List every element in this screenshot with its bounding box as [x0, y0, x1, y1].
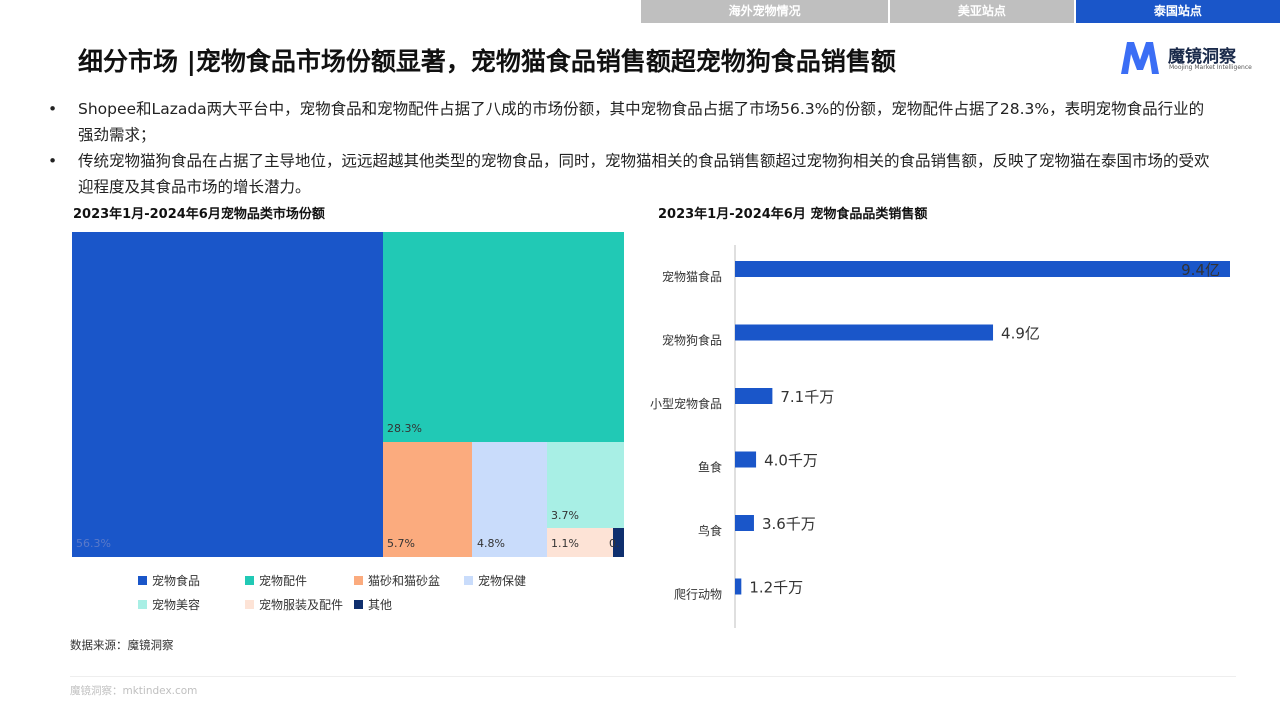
market-share-treemap: 56.3% 28.3% 5.7% 4.8% 3.7% 1.1% 0.: [72, 232, 624, 557]
treemap-value-label: 1.1%: [551, 537, 579, 550]
treemap-value-label: 28.3%: [387, 422, 422, 435]
treemap-cell-pet-food: [72, 232, 383, 557]
bullet-dot: •: [48, 100, 58, 118]
legend-swatch: [138, 576, 147, 585]
legend-item: 宠物服装及配件: [245, 596, 343, 613]
category-tick-label: 宠物狗食品: [662, 333, 722, 348]
bar: [735, 515, 754, 531]
footer-text: 魔镜洞察：mktindex.com: [70, 685, 198, 697]
legend-item: 猫砂和猫砂盆: [354, 572, 440, 589]
legend-item: 宠物食品: [138, 572, 200, 589]
logo-m-icon: [1121, 42, 1159, 74]
legend-label: 宠物保健: [478, 574, 527, 588]
treemap-cell-pet-accessories: [383, 232, 624, 442]
bar: [735, 578, 742, 595]
bar-data-label: 9.4亿: [1181, 261, 1220, 279]
category-tick-label: 小型宠物食品: [650, 396, 722, 411]
treemap-value-label: 0.: [609, 537, 620, 550]
treemap-cell-cat-litter: [383, 442, 472, 557]
legend-label: 宠物美容: [152, 598, 201, 612]
legend-label: 宠物食品: [152, 574, 201, 588]
bullet-text: 传统宠物猫狗食品在占据了主导地位，远远超越其他类型的宠物食品，同时，宠物猫相关的…: [78, 152, 1210, 196]
bar: [735, 451, 757, 468]
legend-swatch: [138, 600, 147, 609]
footer-divider: [70, 676, 1236, 677]
legend-item: 宠物配件: [245, 572, 307, 589]
tab-overseas-pets[interactable]: 海外宠物情况: [641, 0, 889, 23]
legend-item: 其他: [354, 596, 392, 613]
legend-swatch: [354, 600, 363, 609]
legend-swatch: [464, 576, 473, 585]
logo-text: 魔镜洞察: [1168, 47, 1236, 67]
bar: [735, 261, 1230, 277]
bar-data-label: 3.6千万: [762, 515, 816, 533]
treemap-cell-other: [613, 528, 624, 557]
page-title: 细分市场 |宠物食品市场份额显著，宠物猫食品销售额超宠物狗食品销售额: [78, 47, 896, 76]
treemap-value-label: 5.7%: [387, 537, 415, 550]
legend-label: 猫砂和猫砂盆: [368, 574, 441, 588]
bar-data-label: 1.2千万: [749, 579, 803, 597]
bar-data-label: 4.9亿: [1001, 325, 1040, 343]
legend-swatch: [354, 576, 363, 585]
bar-data-label: 7.1千万: [780, 388, 834, 406]
bullet-list: • Shopee和Lazada两大平台中，宠物食品和宠物配件占据了八成的市场份额…: [48, 96, 1218, 200]
legend-item: 宠物保健: [464, 572, 526, 589]
category-tick-label: 鸟食: [698, 523, 722, 538]
tab-thailand-site[interactable]: 泰国站点: [1075, 0, 1280, 23]
brand-logo: 魔镜洞察 Moojing Market Intelligence: [1118, 38, 1252, 78]
tab-us-site[interactable]: 美亚站点: [890, 0, 1074, 23]
data-source: 数据来源：魔镜洞察: [70, 638, 174, 652]
treemap-value-label: 56.3%: [76, 537, 111, 550]
legend-swatch: [245, 600, 254, 609]
category-tick-label: 宠物猫食品: [662, 269, 722, 284]
legend-item: 宠物美容: [138, 596, 200, 613]
site-tabs: 海外宠物情况 美亚站点 泰国站点: [641, 0, 1280, 23]
legend-label: 其他: [368, 598, 393, 612]
treemap-cell-pet-health: [472, 442, 547, 557]
treemap-title: 2023年1月-2024年6月宠物品类市场份额: [73, 207, 325, 222]
bar-chart-title: 2023年1月-2024年6月 宠物食品品类销售额: [658, 207, 928, 222]
category-tick-label: 爬行动物: [674, 588, 722, 602]
logo-subtitle: Moojing Market Intelligence: [1169, 64, 1252, 71]
bar: [735, 388, 773, 404]
treemap-cell-pet-grooming: [547, 442, 624, 528]
legend-label: 宠物服装及配件: [259, 598, 344, 612]
bullet-item: • 传统宠物猫狗食品在占据了主导地位，远远超越其他类型的宠物食品，同时，宠物猫相…: [48, 148, 1218, 200]
legend-label: 宠物配件: [259, 574, 308, 588]
treemap-value-label: 3.7%: [551, 509, 579, 522]
legend-swatch: [245, 576, 254, 585]
bullet-text: Shopee和Lazada两大平台中，宠物食品和宠物配件占据了八成的市场份额，其…: [78, 100, 1205, 144]
bullet-item: • Shopee和Lazada两大平台中，宠物食品和宠物配件占据了八成的市场份额…: [48, 96, 1218, 148]
treemap-cell-pet-clothing: [547, 528, 613, 557]
bullet-dot: •: [48, 152, 58, 170]
category-tick-label: 鱼食: [698, 460, 722, 475]
bar: [735, 324, 994, 341]
treemap-value-label: 4.8%: [477, 537, 505, 550]
bar-data-label: 4.0千万: [764, 452, 818, 470]
